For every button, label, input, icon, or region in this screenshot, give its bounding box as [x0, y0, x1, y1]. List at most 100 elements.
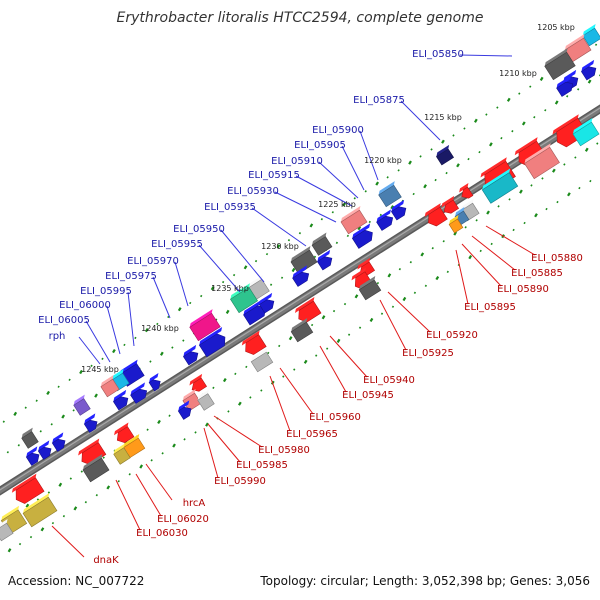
callout-line	[145, 463, 173, 501]
feature-top-face	[514, 137, 538, 156]
gene-label-reverse: ELI_05920	[426, 330, 478, 341]
feature-top-face	[582, 24, 596, 36]
scale-label: 1235 kbp	[211, 284, 249, 293]
gene-feature	[582, 24, 600, 47]
tick-mark	[90, 364, 93, 367]
tick-mark	[18, 542, 22, 546]
feature-top-face	[230, 283, 250, 300]
feature-front-face	[81, 442, 107, 466]
gene-label-reverse: dnaK	[93, 555, 119, 566]
tick-mark	[139, 464, 144, 469]
gene-feature	[73, 394, 91, 416]
tick-mark	[464, 226, 467, 229]
tick-mark	[40, 527, 45, 532]
tick-mark	[134, 336, 137, 340]
feature-front-face	[189, 312, 221, 342]
feature-top-face	[317, 249, 331, 262]
gene-feature	[11, 473, 45, 504]
gene-label-forward: ELI_05915	[248, 170, 300, 181]
callout-line	[251, 207, 307, 247]
tick-mark	[435, 275, 440, 281]
tick-mark	[589, 179, 592, 183]
callout-line	[274, 191, 337, 223]
tick-mark	[232, 273, 236, 277]
feature-front-face	[340, 209, 368, 235]
tick-mark	[62, 514, 66, 518]
feature-top-face	[100, 375, 114, 387]
tick-mark	[512, 228, 515, 232]
feature-front-face	[582, 27, 600, 47]
tick-mark	[358, 326, 362, 329]
feature-top-face	[197, 389, 209, 401]
feature-top-face	[82, 454, 103, 471]
gene-feature	[290, 246, 318, 275]
feature-top-face	[581, 59, 595, 72]
tick-mark	[36, 498, 40, 501]
feature-top-face	[189, 309, 213, 328]
gene-label-layer: ELI_05850 ELI_05875 ELI_05900 ELI_05905 ELI_…	[38, 49, 583, 566]
feature-top-face	[149, 372, 159, 383]
tick-mark	[278, 344, 281, 348]
tick-mark	[189, 301, 192, 305]
gene-feature	[435, 144, 455, 166]
feature-front-face	[544, 51, 576, 81]
gene-label-reverse: ELI_05965	[286, 429, 338, 440]
gene-label-reverse: ELI_05940	[363, 375, 415, 386]
gene-feature	[114, 422, 135, 444]
feature-top-face	[572, 118, 593, 135]
feature-front-face	[390, 206, 407, 221]
tick-mark	[293, 368, 296, 371]
tick-mark	[379, 213, 382, 217]
feature-top-face	[352, 223, 371, 239]
tick-mark	[474, 118, 478, 123]
callout-line	[400, 100, 441, 141]
feature-front-face	[198, 333, 226, 358]
tick-mark	[146, 428, 149, 431]
feature-top-face	[113, 389, 127, 402]
tick-mark	[194, 431, 197, 434]
callout-line	[318, 161, 359, 199]
feature-front-face	[376, 215, 394, 231]
tick-mark	[587, 79, 592, 84]
callout-line	[379, 299, 407, 351]
tick-mark	[364, 190, 367, 193]
tick-mark	[159, 351, 164, 356]
feature-top-face	[21, 427, 33, 439]
tick-mark	[519, 189, 523, 194]
scale-label: 1205 kbp	[537, 23, 575, 32]
feature-front-face	[191, 377, 208, 392]
tick-mark	[161, 452, 164, 455]
gene-feature	[459, 182, 474, 199]
gene-label-forward: ELI_06000	[59, 300, 111, 311]
tick-mark	[128, 473, 131, 476]
tick-mark	[69, 477, 72, 480]
tick-mark	[269, 283, 273, 286]
feature-front-face	[83, 419, 98, 433]
callout-line	[295, 175, 353, 207]
tick-mark	[376, 281, 380, 285]
gene-label-reverse: ELI_05885	[511, 268, 563, 279]
tick-mark	[467, 157, 470, 161]
scale-label: 1225 kbp	[318, 200, 356, 209]
feature-front-face	[113, 447, 131, 465]
gene-label-forward: ELI_05910	[271, 156, 323, 167]
scale-label: 1245 kbp	[81, 365, 119, 374]
callout-line	[329, 335, 368, 378]
gene-feature	[311, 232, 333, 256]
feature-front-face	[443, 199, 460, 214]
feature-front-face	[116, 426, 135, 444]
gene-label-reverse: ELI_05880	[531, 253, 583, 264]
tick-mark	[431, 247, 434, 250]
tick-mark	[490, 242, 493, 246]
callout-line	[269, 375, 291, 432]
tick-mark	[245, 365, 248, 369]
gene-feature	[294, 297, 322, 323]
gene-feature	[82, 454, 110, 483]
gene-feature	[241, 330, 267, 355]
tick-mark	[101, 357, 104, 361]
tick-mark	[288, 336, 293, 341]
callout-line	[115, 479, 141, 531]
feature-front-face	[230, 286, 258, 314]
gene-feature	[182, 344, 199, 366]
callout-line	[279, 367, 314, 415]
